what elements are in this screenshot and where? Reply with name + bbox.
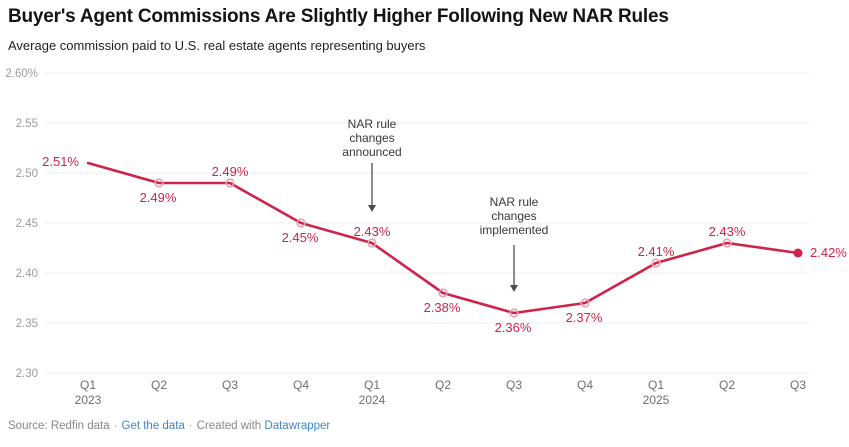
chart-title: Buyer's Agent Commissions Are Slightly H…: [8, 6, 669, 27]
annotation-text: changes: [349, 131, 394, 145]
x-axis-tick-label: Q3: [506, 378, 522, 392]
data-point-label: 2.38%: [424, 300, 461, 315]
footer-separator: ·: [188, 420, 193, 432]
data-point-label: 2.37%: [566, 310, 603, 325]
datawrapper-link[interactable]: Datawrapper: [264, 420, 331, 432]
annotation-text: changes: [491, 209, 536, 223]
x-axis-tick-label: Q3: [790, 378, 806, 392]
data-point-marker: [367, 238, 377, 248]
data-point-label: 2.43%: [354, 224, 391, 239]
source-text: Source: Redfin data: [8, 420, 110, 432]
data-point-label: 2.51%: [42, 154, 79, 169]
data-point-marker: [722, 238, 732, 248]
y-axis-tick-label: 2.45: [16, 218, 38, 230]
data-point-marker: [651, 258, 661, 268]
data-point-marker: [438, 288, 448, 298]
data-point-label: 2.41%: [638, 244, 675, 259]
data-point-label: 2.49%: [140, 190, 177, 205]
y-axis-tick-label: 2.60%: [5, 68, 38, 80]
annotation-text: NAR rule: [348, 117, 397, 131]
y-axis-tick-label: 2.50: [16, 168, 38, 180]
trend-line: [86, 161, 800, 315]
data-point-label: 2.49%: [212, 164, 249, 179]
annotation-text: NAR rule: [490, 195, 539, 209]
annotation-text: announced: [342, 145, 401, 159]
annotation-arrow-head: [510, 285, 518, 292]
data-point-marker: [225, 178, 235, 188]
x-axis-tick-label: Q1: [80, 378, 96, 392]
data-point-marker: [296, 218, 306, 228]
x-axis-tick-label: Q1: [364, 378, 380, 392]
x-axis-tick-label: Q1: [648, 378, 664, 392]
data-point-label: 2.43%: [709, 224, 746, 239]
x-axis-tick-label: Q4: [577, 378, 593, 392]
x-axis-year-label: 2024: [359, 393, 386, 407]
x-axis-year-label: 2023: [75, 393, 102, 407]
x-axis-tick-label: Q3: [222, 378, 238, 392]
annotation-text: implemented: [480, 223, 549, 237]
footer: Source: Redfin data · Get the data · Created…: [8, 420, 330, 432]
created-with-text: Created with: [196, 420, 262, 432]
x-axis-tick-label: Q2: [435, 378, 451, 392]
get-the-data-link[interactable]: Get the data: [121, 420, 185, 432]
x-axis-year-label: 2025: [643, 393, 670, 407]
y-axis-tick-label: 2.30: [16, 368, 38, 380]
data-point-marker-final: [793, 248, 803, 258]
y-axis-tick-label: 2.40: [16, 268, 38, 280]
data-point-marker: [580, 298, 590, 308]
data-point-label: 2.45%: [282, 230, 319, 245]
data-point-marker: [509, 308, 519, 318]
y-axis-tick-label: 2.55: [16, 118, 38, 130]
chart-subtitle: Average commission paid to U.S. real est…: [8, 38, 426, 53]
data-point-label: 2.42%: [810, 245, 847, 260]
x-axis-tick-label: Q2: [151, 378, 167, 392]
footer-separator: ·: [113, 420, 118, 432]
x-axis-tick-label: Q2: [719, 378, 735, 392]
y-axis-tick-label: 2.35: [16, 318, 38, 330]
x-axis-tick-label: Q4: [293, 378, 309, 392]
annotation-arrow-head: [368, 205, 376, 212]
data-point-label: 2.36%: [495, 320, 532, 335]
data-point-marker: [154, 178, 164, 188]
